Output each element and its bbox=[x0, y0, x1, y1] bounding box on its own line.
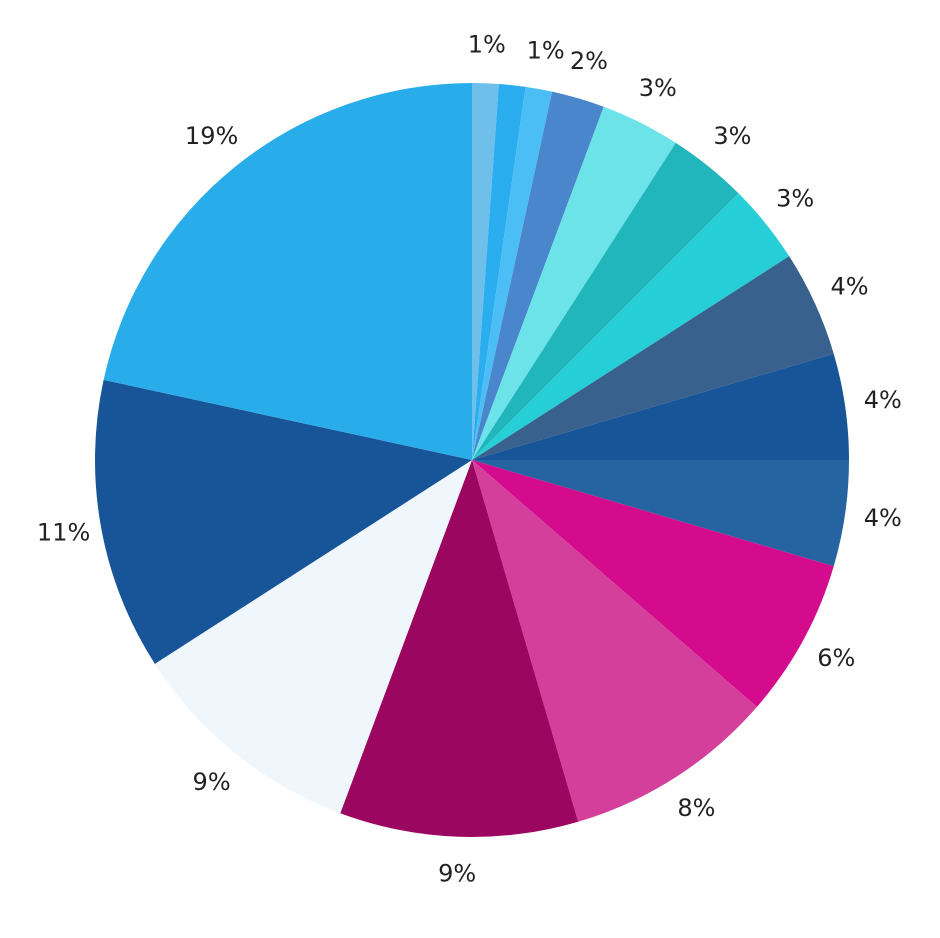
pie-slice bbox=[94, 379, 472, 664]
pie-slice bbox=[472, 193, 790, 460]
slice-label: 1% bbox=[527, 37, 565, 65]
pie-slice bbox=[472, 86, 553, 461]
slice-label: 3% bbox=[776, 185, 814, 213]
slice-label: 4% bbox=[864, 504, 902, 532]
slice-label: 9% bbox=[193, 768, 231, 796]
slice-label: 8% bbox=[677, 794, 715, 822]
pie-slice bbox=[340, 460, 579, 837]
slice-label: 4% bbox=[830, 273, 868, 301]
pie-slice bbox=[472, 83, 499, 460]
slice-label: 11% bbox=[37, 519, 90, 547]
pie-slice bbox=[472, 353, 849, 460]
pie-slice bbox=[472, 460, 849, 567]
pie-slice bbox=[472, 256, 834, 460]
slice-label: 19% bbox=[185, 122, 238, 150]
pie-slice bbox=[472, 142, 739, 460]
pie-slice bbox=[472, 460, 757, 822]
pie-slice bbox=[472, 91, 604, 460]
pie-slice bbox=[472, 460, 834, 707]
pie-slice bbox=[472, 83, 526, 460]
slice-label: 3% bbox=[639, 74, 677, 102]
pie-slice bbox=[154, 460, 472, 814]
slice-label: 1% bbox=[468, 30, 506, 58]
slice-label: 2% bbox=[570, 47, 608, 75]
slice-label: 9% bbox=[438, 860, 476, 888]
slice-label: 3% bbox=[713, 122, 751, 150]
pie-slice bbox=[472, 106, 676, 460]
pie-slice bbox=[103, 83, 472, 460]
slice-label: 4% bbox=[864, 386, 902, 414]
slice-label: 6% bbox=[817, 644, 855, 672]
